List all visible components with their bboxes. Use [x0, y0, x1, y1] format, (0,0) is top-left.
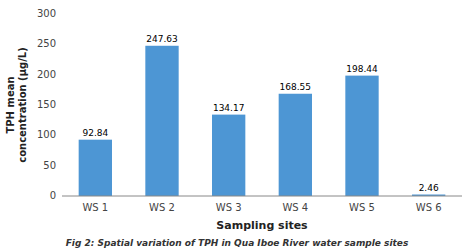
y-tick-label: 250 [37, 38, 56, 49]
bar [79, 140, 112, 196]
bars [79, 46, 446, 196]
data-label: 92.84 [82, 128, 108, 138]
y-tick-label: 200 [37, 69, 56, 80]
x-tick-label: WS 5 [349, 202, 375, 213]
y-tick-label: 100 [37, 129, 56, 140]
y-tick-label: 50 [43, 160, 56, 171]
x-tick-label: WS 4 [282, 202, 308, 213]
data-label: 247.63 [146, 34, 178, 44]
x-tick-label: WS 1 [82, 202, 108, 213]
y-axis-label: TPH meanconcentration (µg/L) [5, 47, 28, 163]
bar [345, 76, 378, 196]
x-tick-label: WS 3 [216, 202, 242, 213]
bar [212, 115, 245, 196]
y-axis-label-line: concentration (µg/L) [17, 47, 28, 163]
bar [145, 46, 178, 196]
data-label: 2.46 [419, 183, 439, 193]
y-tick-label: 150 [37, 99, 56, 110]
chart-svg: 0 50 100 150 200 250 300 92.84 247.63 134.17 168.5… [0, 0, 474, 252]
bar [279, 94, 312, 196]
caption: Fig 2: Spatial variation of TPH in Qua I… [66, 238, 409, 248]
data-label: 198.44 [346, 64, 378, 74]
x-tick-label: WS 2 [149, 202, 175, 213]
data-label: 168.55 [280, 82, 312, 92]
x-axis-line [62, 196, 462, 197]
y-axis-label-line: TPH mean [5, 76, 16, 133]
y-tick-label: 0 [50, 190, 56, 201]
x-axis-label: Sampling sites [216, 219, 308, 232]
y-tick-label: 300 [37, 8, 56, 19]
chart-container: 0 50 100 150 200 250 300 92.84 247.63 134.17 168.5… [0, 0, 474, 252]
x-tick-label: WS 6 [416, 202, 442, 213]
data-label: 134.17 [213, 103, 245, 113]
